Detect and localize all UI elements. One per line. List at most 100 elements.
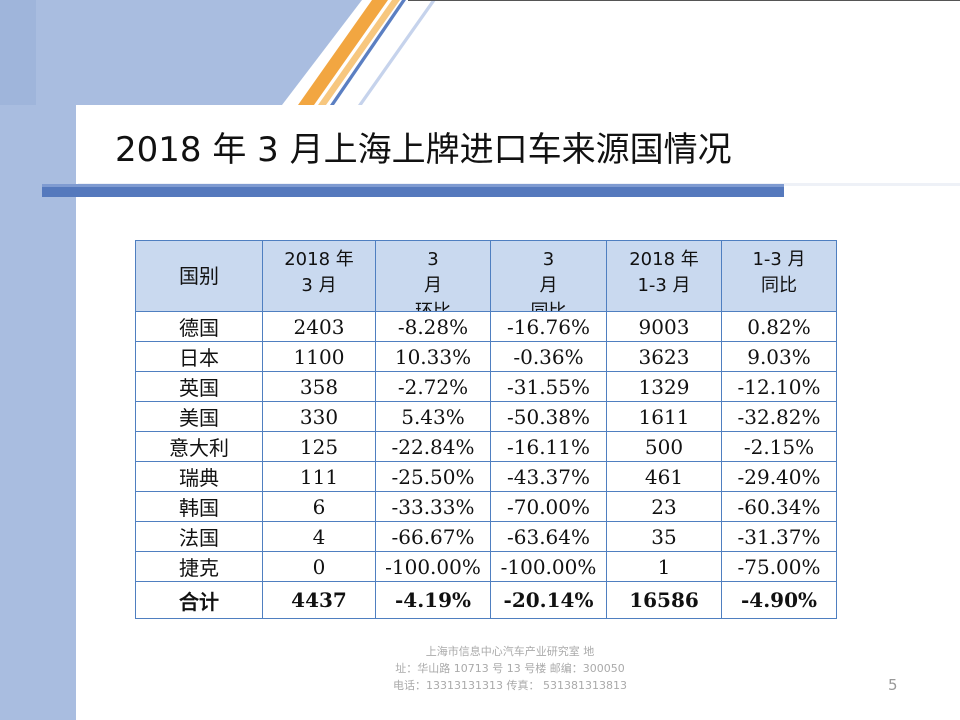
value-cell: -22.84%	[375, 431, 491, 462]
left-blue-band	[0, 0, 76, 720]
header-line: 国别	[179, 264, 219, 288]
title-underline-bar	[42, 184, 784, 197]
value-cell: 0.82%	[721, 311, 837, 342]
footer-line-3: 电话：13313131313 传真： 531381313813	[393, 679, 627, 692]
value-cell: 358	[262, 371, 376, 402]
header-cell: 2018 年 1-3 月	[606, 240, 722, 312]
header-cell: 2018 年 3 月	[262, 240, 376, 312]
total-value-cell: 4437	[262, 581, 376, 619]
table-row: 法国 4 -66.67% -63.64% 35 -31.37%	[135, 521, 837, 552]
value-cell: -16.11%	[490, 431, 607, 462]
value-cell: 2403	[262, 311, 376, 342]
table-row: 韩国 6 -33.33% -70.00% 23 -60.34%	[135, 491, 837, 522]
value-cell: 0	[262, 551, 376, 582]
orange-stripe-1	[298, 0, 388, 105]
header-line: 同比	[761, 275, 797, 296]
country-cell: 美国	[135, 401, 263, 432]
value-cell: 500	[606, 431, 722, 462]
value-cell: 6	[262, 491, 376, 522]
country-cell: 英国	[135, 371, 263, 402]
value-cell: -50.38%	[490, 401, 607, 432]
value-cell: -63.64%	[490, 521, 607, 552]
value-cell: -31.55%	[490, 371, 607, 402]
header-cell: 3 月环比	[375, 240, 491, 312]
total-value-cell: -20.14%	[490, 581, 607, 619]
country-cell: 瑞典	[135, 461, 263, 492]
page-number: 5	[888, 676, 898, 694]
header-cell: 国别	[135, 240, 263, 312]
header-line: 2018 年	[284, 249, 354, 270]
header-line: 月	[424, 275, 442, 296]
country-cell: 韩国	[135, 491, 263, 522]
table-row: 捷克 0 -100.00% -100.00% 1 -75.00%	[135, 551, 837, 582]
total-value-cell: 16586	[606, 581, 722, 619]
header-line: 环比	[377, 299, 490, 311]
slide-title: 2018 年 3 月上海上牌进口车来源国情况	[115, 130, 732, 170]
value-cell: -25.50%	[375, 461, 491, 492]
top-diagonal-shade	[0, 0, 36, 105]
value-cell: 10.33%	[375, 341, 491, 372]
value-cell: -75.00%	[721, 551, 837, 582]
header-line: 1-3 月	[637, 275, 691, 296]
value-cell: 35	[606, 521, 722, 552]
total-value-cell: -4.90%	[721, 581, 837, 619]
orange-stripe-2	[318, 0, 400, 105]
header-line: 同比	[492, 299, 606, 311]
footer-contact: 上海市信息中心汽车产业研究室 地 址：华山路 10713 号 13 号楼 邮编：…	[330, 643, 690, 694]
value-cell: -100.00%	[375, 551, 491, 582]
value-cell: -100.00%	[490, 551, 607, 582]
country-cell: 意大利	[135, 431, 263, 462]
value-cell: 1100	[262, 341, 376, 372]
country-cell: 法国	[135, 521, 263, 552]
value-cell: -2.15%	[721, 431, 837, 462]
value-cell: -33.33%	[375, 491, 491, 522]
total-value-cell: -4.19%	[375, 581, 491, 619]
value-cell: 9003	[606, 311, 722, 342]
top-diagonal-band	[0, 0, 362, 105]
value-cell: 9.03%	[721, 341, 837, 372]
table-row: 瑞典 111 -25.50% -43.37% 461 -29.40%	[135, 461, 837, 492]
value-cell: -0.36%	[490, 341, 607, 372]
header-line: 2018 年	[629, 249, 699, 270]
header-cell: 1-3 月同比	[721, 240, 837, 312]
value-cell: -60.34%	[721, 491, 837, 522]
top-rule	[408, 0, 960, 1]
value-cell: 3623	[606, 341, 722, 372]
header-line: 月	[539, 275, 558, 296]
header-line: 3 月	[301, 275, 337, 296]
table-row: 英国 358 -2.72% -31.55% 1329 -12.10%	[135, 371, 837, 402]
value-cell: -66.67%	[375, 521, 491, 552]
value-cell: 1	[606, 551, 722, 582]
blue-diag-line-2	[358, 0, 436, 105]
value-cell: -29.40%	[721, 461, 837, 492]
header-line: 3	[542, 249, 555, 270]
country-cell: 德国	[135, 311, 263, 342]
country-cell: 日本	[135, 341, 263, 372]
title-underline-highlight	[42, 184, 784, 187]
value-cell: 330	[262, 401, 376, 432]
country-cell: 捷克	[135, 551, 263, 582]
table-row: 德国 2403 -8.28% -16.76% 9003 0.82%	[135, 311, 837, 342]
value-cell: -2.72%	[375, 371, 491, 402]
header-cell: 3 月同比	[490, 240, 607, 312]
header-line: 3	[427, 249, 439, 270]
footer-line-2: 址：华山路 10713 号 13 号楼 邮编：300050	[395, 662, 625, 675]
value-cell: 4	[262, 521, 376, 552]
table-row: 美国 330 5.43% -50.38% 1611 -32.82%	[135, 401, 837, 432]
value-cell: -8.28%	[375, 311, 491, 342]
value-cell: -12.10%	[721, 371, 837, 402]
value-cell: 5.43%	[375, 401, 491, 432]
footer-line-1: 上海市信息中心汽车产业研究室 地	[425, 645, 595, 658]
value-cell: 1329	[606, 371, 722, 402]
header-line: 1-3 月	[752, 249, 806, 270]
total-label-cell: 合计	[135, 581, 263, 619]
value-cell: 23	[606, 491, 722, 522]
value-cell: -16.76%	[490, 311, 607, 342]
value-cell: 111	[262, 461, 376, 492]
value-cell: 461	[606, 461, 722, 492]
blue-diag-line-1	[330, 0, 406, 105]
total-row: 合计 4437 -4.19% -20.14% 16586 -4.90%	[135, 581, 837, 619]
